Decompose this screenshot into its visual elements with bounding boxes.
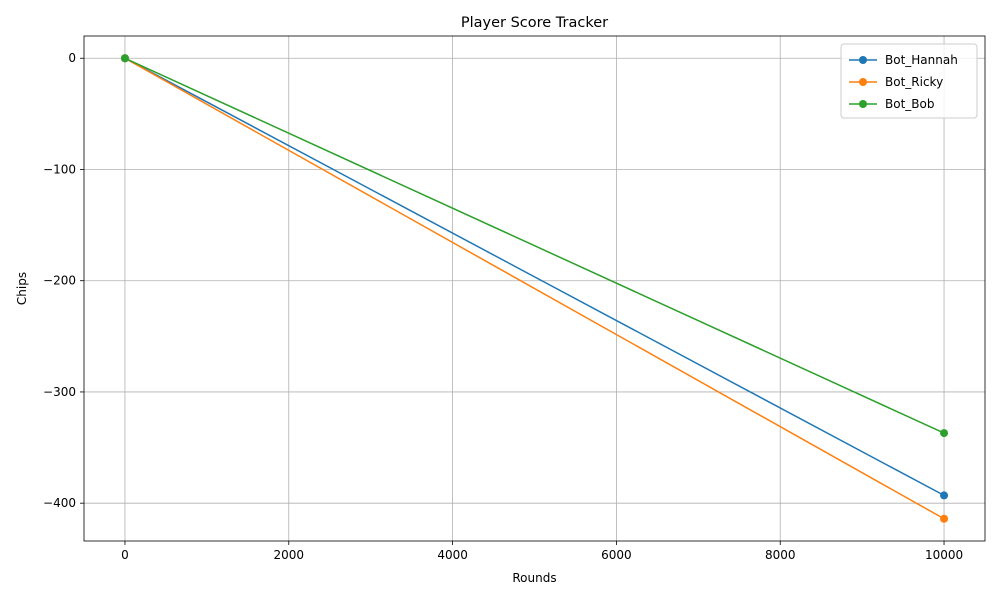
plot-frame (83, 35, 986, 542)
legend-box (840, 43, 978, 119)
data-point (120, 54, 129, 63)
x-tick-label: 0 (121, 548, 129, 562)
series-line (124, 57, 945, 520)
y-tick-label: −300 (43, 385, 76, 399)
series-bot-bob (120, 54, 949, 438)
legend-label: Bot_Bob (885, 97, 934, 111)
y-axis-label: Chips (15, 272, 29, 305)
data-point (940, 514, 949, 523)
data-point (940, 491, 949, 500)
legend-item: Bot_Bob (849, 97, 934, 111)
legend-swatch-marker (859, 56, 867, 64)
y-tick-label: −400 (43, 496, 76, 510)
x-tick-label: 2000 (273, 548, 304, 562)
x-tick-label: 6000 (601, 548, 632, 562)
x-tick-label: 10000 (925, 548, 963, 562)
legend-swatch-marker (859, 78, 867, 86)
y-tick-label: −100 (43, 162, 76, 176)
axis-ticks: 0 2000 4000 6000 8000 10000 0 −100 −200 −300 −400 (43, 51, 963, 562)
y-tick-label: −200 (43, 274, 76, 288)
grid (84, 36, 985, 541)
legend-item: Bot_Ricky (849, 75, 943, 89)
series-line (124, 57, 945, 434)
legend-swatch-marker (859, 100, 867, 108)
x-tick-label: 8000 (765, 548, 796, 562)
legend-item: Bot_Hannah (849, 53, 958, 67)
legend-label: Bot_Hannah (885, 53, 958, 67)
chart-title: Player Score Tracker (461, 15, 608, 31)
data-point (940, 429, 949, 438)
legend: Bot_Hannah Bot_Ricky Bot_Bob (840, 43, 978, 119)
x-tick-label: 4000 (437, 548, 468, 562)
series-layer (120, 54, 949, 523)
y-tick-label: 0 (68, 51, 76, 65)
legend-label: Bot_Ricky (885, 75, 943, 89)
x-axis-label: Rounds (512, 571, 556, 585)
series-line (124, 57, 945, 497)
